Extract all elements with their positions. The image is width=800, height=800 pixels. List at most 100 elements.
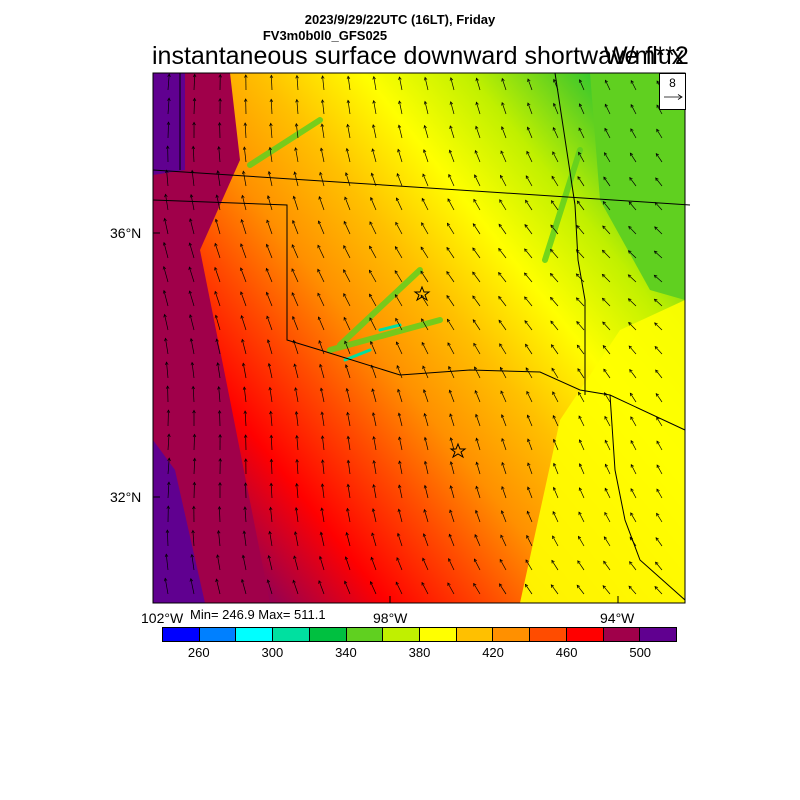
- wind-vector: [527, 438, 533, 451]
- wind-vector-head: [474, 389, 478, 394]
- wind-vector: [241, 579, 247, 595]
- wind-vector: [579, 487, 585, 499]
- wind-vector-head: [295, 74, 299, 79]
- wind-vector-head: [524, 583, 529, 588]
- wind-vector: [628, 585, 637, 595]
- wind-vector-head: [216, 170, 220, 174]
- wind-vector-head: [395, 341, 400, 346]
- wind-vector: [373, 436, 377, 451]
- wind-vector-head: [343, 269, 347, 273]
- wind-vector-head: [499, 199, 503, 203]
- wind-vector-head: [318, 555, 323, 560]
- wind-vector-head: [602, 225, 606, 229]
- wind-vector: [526, 535, 533, 547]
- wind-vector: [268, 555, 273, 571]
- wind-vector: [578, 511, 585, 523]
- wind-vector-head: [371, 508, 376, 512]
- wind-vector-head: [474, 174, 478, 178]
- wind-vector: [577, 368, 585, 379]
- wind-vector-head: [475, 509, 479, 514]
- wind-vector-head: [501, 77, 505, 82]
- wind-vector-head: [448, 389, 453, 394]
- wind-vector-head: [602, 201, 607, 205]
- wind-vector-head: [575, 249, 580, 253]
- color-legend-label: 420: [482, 645, 504, 660]
- wind-vector: [373, 484, 377, 499]
- wind-vector-head: [527, 486, 531, 491]
- wind-vector-head: [656, 488, 660, 493]
- wind-vector-head: [654, 586, 658, 590]
- wind-vector: [654, 586, 663, 595]
- wind-vector: [423, 389, 429, 403]
- wind-vector: [167, 74, 170, 91]
- wind-vector-head: [192, 481, 197, 486]
- wind-vector-head: [344, 580, 348, 585]
- wind-vector-head: [656, 440, 660, 445]
- wind-vector: [472, 247, 481, 259]
- wind-vector-head: [420, 294, 424, 299]
- wind-vector: [498, 248, 507, 259]
- wind-vector: [498, 272, 507, 283]
- wind-vector: [604, 152, 611, 163]
- wind-vector-head: [166, 121, 171, 125]
- wind-vector-head: [498, 319, 502, 324]
- color-legend-label: 300: [261, 645, 284, 660]
- wind-vector: [372, 412, 377, 427]
- wind-vector: [629, 369, 637, 379]
- wind-vector-head: [317, 244, 321, 249]
- yellow-southeast: [520, 300, 685, 603]
- wind-vector-head: [319, 531, 324, 536]
- wind-vector-head: [345, 387, 350, 392]
- wind-vector-head: [167, 481, 171, 485]
- wind-vector-head: [422, 557, 426, 562]
- wind-vector-head: [266, 339, 271, 343]
- wind-vector: [628, 201, 637, 211]
- wind-vector: [501, 486, 507, 499]
- wind-vector-head: [656, 80, 660, 85]
- wind-vector-head: [449, 485, 453, 489]
- wind-vector: [500, 367, 507, 379]
- wind-vector-head: [654, 345, 659, 350]
- wind-vector-head: [578, 535, 582, 540]
- wind-vector: [270, 435, 273, 451]
- wind-vector: [217, 170, 221, 187]
- wind-vector: [501, 414, 507, 427]
- wind-vector-head: [553, 462, 557, 467]
- wind-vector: [656, 129, 663, 139]
- wind-vector-head: [527, 102, 531, 107]
- wind-vector-head: [266, 195, 271, 199]
- wind-vector-head: [346, 435, 351, 440]
- wind-vector-head: [655, 369, 659, 374]
- wind-vector: [295, 387, 299, 403]
- wind-vector-head: [499, 174, 504, 179]
- wind-vector: [321, 483, 325, 499]
- cloud-streaks: [247, 117, 583, 353]
- wind-vector-head: [475, 101, 479, 106]
- wind-vector: [164, 218, 169, 235]
- color-legend-label: 340: [335, 645, 357, 660]
- wind-vector-head: [447, 342, 451, 346]
- wind-vector: [241, 195, 247, 211]
- wind-vector-head: [499, 583, 503, 587]
- wind-vector: [527, 415, 533, 427]
- wind-vector-head: [268, 146, 272, 151]
- wind-vector: [630, 488, 637, 499]
- wind-vector-head: [498, 295, 502, 300]
- wind-vector: [526, 151, 533, 163]
- wind-vector: [424, 125, 429, 139]
- wind-vector-head: [265, 243, 270, 248]
- wind-vector: [630, 80, 637, 91]
- wind-vector: [373, 100, 377, 115]
- wind-vector-head: [394, 270, 398, 274]
- wind-vector-head: [628, 345, 633, 350]
- wind-vector-head: [578, 79, 583, 83]
- wind-vector: [655, 393, 663, 403]
- wind-vector: [294, 171, 299, 187]
- wind-vector-head: [317, 220, 322, 225]
- wind-vector: [473, 583, 481, 595]
- wind-vector: [524, 224, 533, 235]
- wind-vector: [294, 531, 299, 547]
- wind-vector: [219, 506, 221, 523]
- wind-vector-head: [167, 73, 171, 78]
